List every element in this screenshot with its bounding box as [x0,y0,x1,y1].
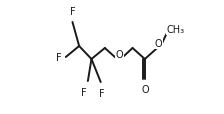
Text: O: O [115,50,123,60]
Text: CH₃: CH₃ [166,25,185,35]
Text: O: O [154,39,162,49]
Text: O: O [141,84,149,94]
Text: F: F [70,7,75,17]
Text: F: F [81,87,86,97]
Text: F: F [56,53,62,62]
Text: F: F [99,88,105,98]
